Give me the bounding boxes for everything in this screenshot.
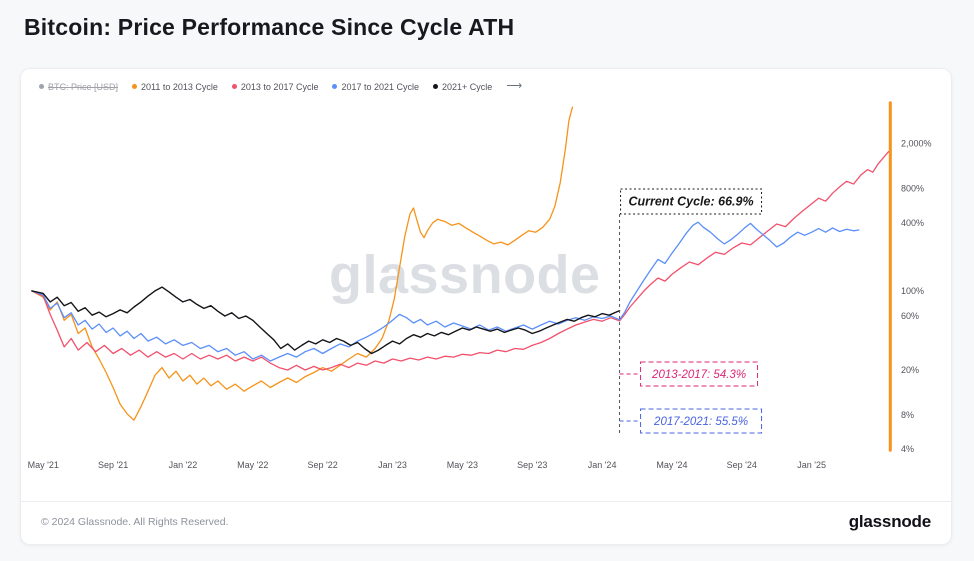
- legend-dot: [39, 84, 44, 89]
- y-tick: 100%: [901, 286, 924, 296]
- x-tick: May '23: [447, 460, 478, 470]
- legend-label: 2021+ Cycle: [442, 81, 493, 92]
- x-tick: Sep '24: [727, 460, 757, 470]
- x-tick: Jan '22: [169, 460, 198, 470]
- legend-item-2[interactable]: 2013 to 2017 Cycle: [231, 81, 319, 92]
- annotation-text-cycle-2017-2021: 2017-2021: 55.5%: [653, 416, 748, 428]
- y-tick: 4%: [901, 444, 914, 454]
- legend-item-4[interactable]: 2021+ Cycle: [433, 82, 492, 92]
- series-2017-to-2021-cycle: [31, 221, 860, 362]
- series-2021-cycle: [31, 286, 621, 355]
- legend-item-0[interactable]: BTC: Price [USD]: [39, 82, 118, 92]
- legend-dot: [433, 84, 439, 89]
- x-tick: Jan '23: [378, 460, 407, 470]
- x-tick: Sep '23: [517, 460, 547, 470]
- copyright-text: © 2024 Glassnode. All Rights Reserved.: [41, 516, 229, 528]
- chart-card: BTC: Price [USD] 2011 to 2013 Cycle 2013 t…: [20, 68, 952, 545]
- annotation-box-current-cycle: [620, 188, 763, 215]
- legend-label: 2013 to 2017 Cycle: [240, 81, 319, 92]
- y-tick: 400%: [901, 218, 924, 228]
- x-tick: Sep '21: [98, 460, 128, 470]
- legend-more-arrow[interactable]: ⟶: [506, 80, 523, 92]
- page-title: Bitcoin: Price Performance Since Cycle A…: [24, 14, 515, 40]
- x-tick: May '24: [656, 460, 687, 470]
- x-tick: May '22: [237, 460, 268, 470]
- legend-label: 2017 to 2021 Cycle: [341, 81, 420, 92]
- series-2013-to-2017-cycle: [31, 151, 890, 371]
- annotation-box-cycle-2013-2017: [640, 361, 759, 387]
- annotation-text-current-cycle: Current Cycle: 66.9%: [629, 195, 754, 209]
- annotation-box-cycle-2017-2021: [640, 408, 763, 434]
- performance-chart[interactable]: 2,000% 800% 400% 100% 60% 20% 8% 4% May '21 Sep '…: [21, 94, 951, 478]
- card-footer: © 2024 Glassnode. All Rights Reserved. g…: [21, 501, 951, 544]
- y-tick: 60%: [901, 311, 919, 321]
- legend-item-1[interactable]: 2011 to 2013 Cycle: [132, 82, 218, 92]
- y-tick: 20%: [901, 365, 919, 375]
- chart-area: glassnode 2,000% 800% 400% 100% 60% 20% 8% 4% Ma…: [21, 94, 951, 478]
- x-tick: Jan '25: [797, 460, 826, 470]
- legend-dot: [132, 84, 138, 89]
- y-tick: 2,000%: [901, 139, 932, 149]
- legend-label: BTC: Price [USD]: [48, 81, 119, 92]
- x-tick: Sep '22: [308, 460, 338, 470]
- legend-item-3[interactable]: 2017 to 2021 Cycle: [332, 82, 419, 92]
- legend-dot: [332, 84, 338, 89]
- y-axis-labels: 2,000% 800% 400% 100% 60% 20% 8% 4%: [901, 139, 932, 454]
- glassnode-logo: glassnode: [848, 512, 931, 531]
- x-axis-labels: May '21 Sep '21 Jan '22 May '22 Sep '22 Jan '…: [28, 460, 826, 470]
- series-2011-to-2013-cycle: [31, 106, 574, 421]
- legend-dot: [231, 84, 237, 89]
- x-tick: May '21: [28, 460, 59, 470]
- y-tick: 8%: [901, 410, 914, 420]
- y-tick: 800%: [901, 184, 924, 194]
- legend-label: 2011 to 2013 Cycle: [141, 81, 218, 92]
- annotation-text-cycle-2013-2017: 2013-2017: 54.3%: [651, 369, 746, 381]
- chart-svg: 2,000% 800% 400% 100% 60% 20% 8% 4% May '21 Sep '…: [28, 101, 932, 470]
- chart-legend: BTC: Price [USD] 2011 to 2013 Cycle 2013 t…: [21, 69, 951, 92]
- annotations: Current Cycle: 66.9% 2013-2017: 54.3% 2017…: [619, 188, 763, 436]
- x-tick: Jan '24: [588, 460, 617, 470]
